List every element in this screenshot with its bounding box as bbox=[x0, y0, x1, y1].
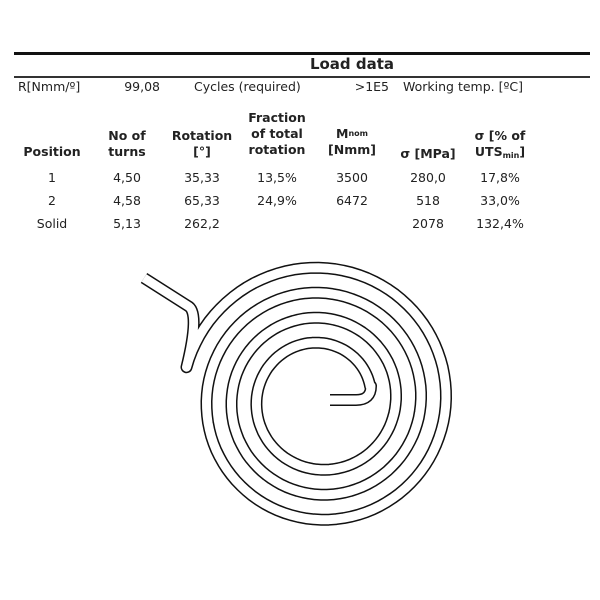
header-fraction-line3: rotation bbox=[248, 142, 306, 157]
top-rule bbox=[14, 52, 590, 55]
header-sigma-mpa: σ [MPa] bbox=[400, 146, 456, 161]
header-sigma-pct-uts: UTS bbox=[474, 144, 503, 159]
header-turns: No of turns bbox=[82, 128, 172, 160]
cycles-label: Cycles (required) bbox=[194, 79, 301, 94]
header-fraction-line1: Fraction bbox=[248, 110, 306, 125]
header-mnom-unit: [Nmm] bbox=[328, 142, 376, 157]
r-value: 99,08 bbox=[124, 79, 160, 94]
r-label: R[Nmm/º] bbox=[18, 79, 81, 94]
header-rotation-line1: Rotation bbox=[171, 128, 233, 143]
cell-sigma-pct: 33,0% bbox=[480, 193, 520, 208]
header-sigma-pct-subscript: min bbox=[502, 151, 520, 160]
cell-turns: 5,13 bbox=[113, 216, 141, 231]
header-sigma-pct-bracket: ] bbox=[519, 144, 526, 159]
header-fraction: Fraction of total rotation bbox=[232, 110, 322, 158]
header-mnom: Mnom [Nmm] bbox=[307, 126, 397, 158]
spring-fill bbox=[141, 263, 451, 525]
cell-rotation: 35,33 bbox=[184, 170, 220, 185]
header-fraction-line2: of total bbox=[251, 126, 303, 141]
header-turns-line1: No of bbox=[108, 128, 146, 143]
cell-mnom: 3500 bbox=[336, 170, 368, 185]
title-rule bbox=[14, 76, 590, 78]
cell-rotation: 262,2 bbox=[184, 216, 220, 231]
header-mnom-symbol: M bbox=[336, 126, 349, 141]
cell-turns: 4,50 bbox=[113, 170, 141, 185]
cell-sigma: 518 bbox=[416, 193, 440, 208]
cell-fraction: 24,9% bbox=[257, 193, 297, 208]
cycles-value: >1E5 bbox=[354, 79, 389, 94]
header-rotation-line2: [°] bbox=[193, 144, 211, 159]
cell-sigma: 2078 bbox=[412, 216, 444, 231]
header-sigma-pct: σ [% of UTSmin] bbox=[455, 128, 545, 164]
cell-mnom: 6472 bbox=[336, 193, 368, 208]
cell-sigma-pct: 17,8% bbox=[480, 170, 520, 185]
header-sigma-pct-line1: σ [% of bbox=[474, 128, 526, 143]
section-title: Load data bbox=[309, 55, 395, 73]
cell-position: 2 bbox=[48, 193, 56, 208]
header-position: Position bbox=[23, 144, 81, 159]
header-turns-line2: turns bbox=[108, 144, 146, 159]
header-mnom-subscript: nom bbox=[348, 129, 368, 138]
header-rotation: Rotation [°] bbox=[157, 128, 247, 160]
cell-sigma: 280,0 bbox=[410, 170, 446, 185]
cell-position: 1 bbox=[48, 170, 56, 185]
cell-rotation: 65,33 bbox=[184, 193, 220, 208]
cell-fraction: 13,5% bbox=[257, 170, 297, 185]
temp-label: Working temp. [ºC] bbox=[403, 79, 523, 94]
cell-turns: 4,58 bbox=[113, 193, 141, 208]
cell-sigma-pct: 132,4% bbox=[476, 216, 524, 231]
cell-position: Solid bbox=[36, 216, 68, 231]
